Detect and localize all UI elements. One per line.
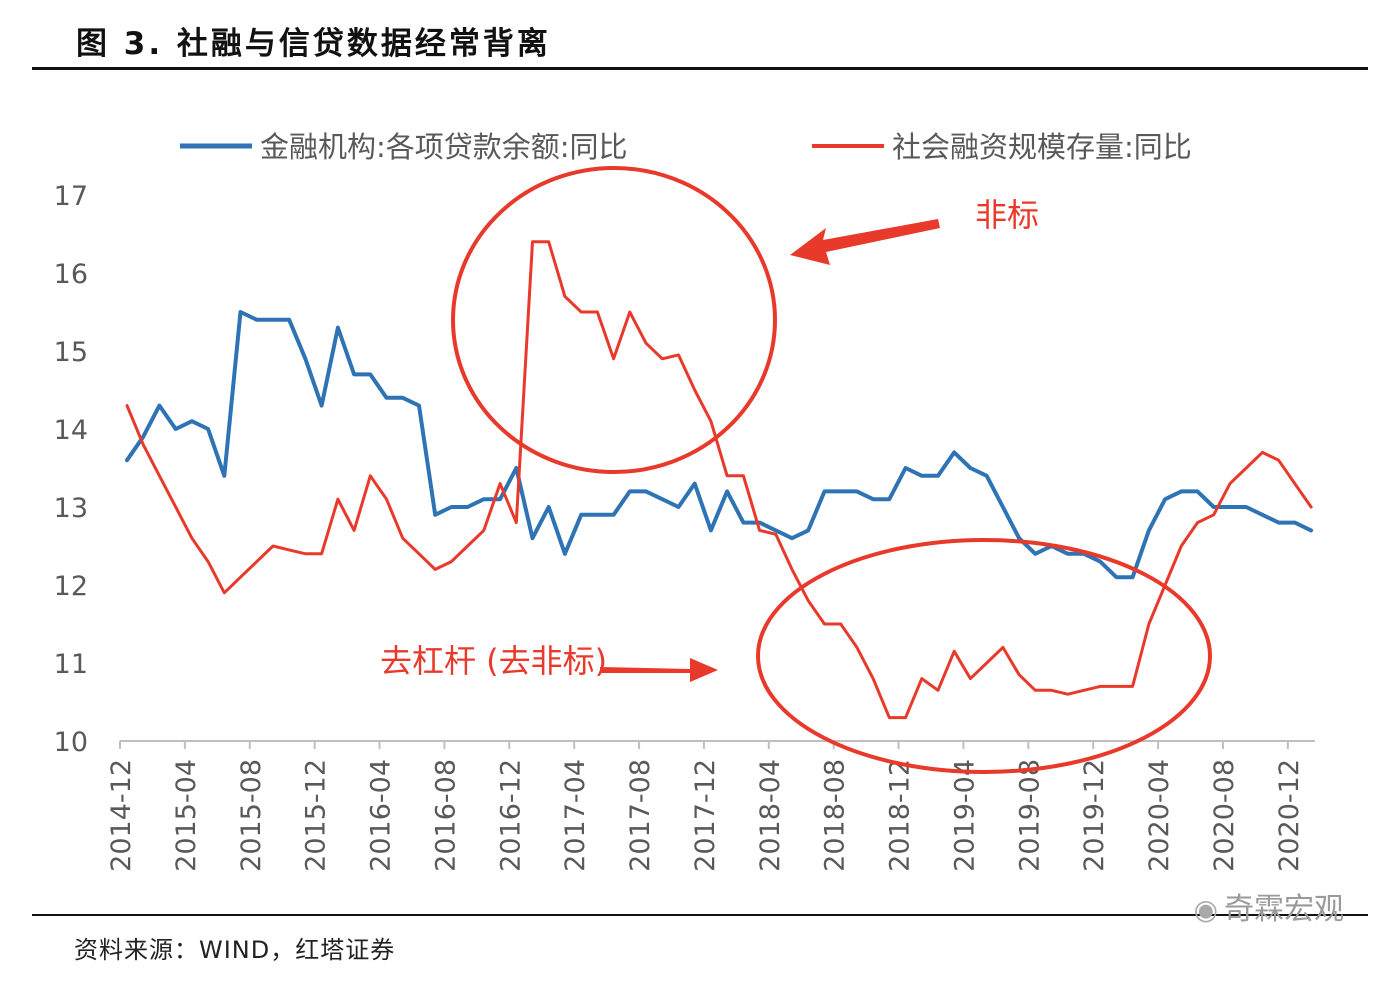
legend-label: 社会融资规模存量:同比 [892, 130, 1192, 164]
series-line-tsf [125, 240, 1313, 720]
x-tick-label: 2017-08 [625, 759, 656, 872]
y-tick-label: 10 [54, 727, 88, 758]
figure-title: 图 3. 社融与信贷数据经常背离 [76, 26, 551, 62]
x-tick-label: 2015-04 [171, 759, 202, 872]
arrow-icon [790, 219, 940, 265]
x-tick-label: 2016-04 [366, 759, 397, 872]
x-tick-label: 2017-12 [690, 759, 721, 872]
annotation-label-deleveraging: 去杠杆 (去非标) [380, 642, 607, 680]
x-tick-label: 2016-12 [495, 759, 526, 872]
y-tick-label: 13 [54, 493, 88, 524]
legend-label: 金融机构:各项贷款余额:同比 [260, 130, 628, 164]
watermark: ◉ 奇霖宏观 [1194, 884, 1344, 928]
x-tick-label: 2017-04 [560, 759, 591, 872]
x-tick-label: 2019-04 [949, 759, 980, 872]
annotation-label-nonstandard: 非标 [975, 196, 1039, 234]
highlight-circle-nonstandard [451, 166, 777, 474]
top-rule [32, 67, 1368, 70]
y-tick-label: 15 [54, 337, 88, 368]
x-tick-label: 2019-08 [1014, 759, 1045, 872]
bottom-rule [32, 914, 1368, 916]
y-tick-label: 11 [54, 649, 88, 680]
series-line-loans [125, 310, 1314, 580]
y-axis: 10 11 12 13 14 15 16 17 [54, 181, 88, 758]
series-lines [125, 240, 1314, 720]
x-tick-label: 2014-12 [106, 759, 137, 872]
y-tick-label: 14 [54, 415, 88, 446]
x-tick-label: 2015-12 [301, 759, 332, 872]
chart-legend: 金融机构:各项贷款余额:同比 社会融资规模存量:同比 [180, 130, 1192, 164]
x-axis: 2014-12 2015-04 2015-08 2015-12 2016-04 2016-… [106, 740, 1315, 872]
wechat-icon: ◉ [1193, 893, 1218, 926]
y-tick-label: 12 [54, 571, 88, 602]
y-tick-label: 16 [54, 259, 88, 290]
x-tick-label: 2015-08 [236, 759, 267, 872]
x-tick-label: 2019-12 [1079, 759, 1110, 872]
x-tick-label: 2018-04 [755, 759, 786, 872]
watermark-text: 奇霖宏观 [1224, 892, 1344, 927]
y-tick-label: 17 [54, 181, 88, 212]
x-tick-label: 2020-12 [1274, 759, 1305, 872]
highlight-circle-deleveraging [756, 538, 1212, 774]
source-note: 资料来源：WIND，红塔证券 [74, 936, 396, 964]
arrow-icon [600, 658, 718, 682]
x-tick-label: 2018-12 [885, 759, 916, 872]
x-tick-label: 2020-04 [1144, 759, 1175, 872]
x-tick-label: 2020-08 [1209, 759, 1240, 872]
x-tick-label: 2018-08 [820, 759, 851, 872]
x-tick-label: 2016-08 [430, 759, 461, 872]
